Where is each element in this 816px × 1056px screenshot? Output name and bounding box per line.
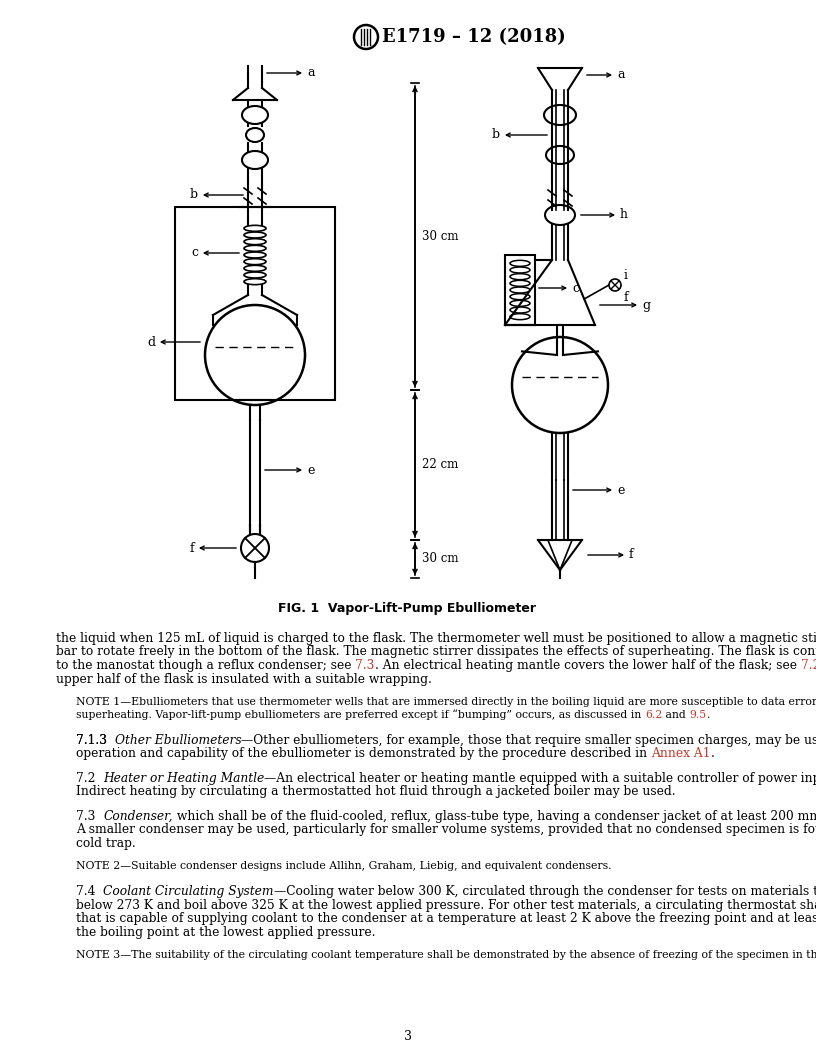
Text: NOTE 2—Suitable condenser designs include Allihn, Graham, Liebig, and equivalent: NOTE 2—Suitable condenser designs includ… [76, 861, 611, 871]
Text: FIG. 1  Vapor-Lift-Pump Ebulliometer: FIG. 1 Vapor-Lift-Pump Ebulliometer [278, 602, 536, 615]
Text: f: f [629, 548, 634, 562]
Text: 7.1.3: 7.1.3 [76, 734, 115, 747]
Text: a: a [617, 69, 624, 81]
Text: to the manostat though a reflux condenser; see: to the manostat though a reflux condense… [56, 659, 356, 672]
Text: f: f [189, 542, 194, 554]
Bar [175, 207, 335, 400]
Text: d: d [147, 336, 155, 348]
Text: 7.2: 7.2 [76, 772, 104, 785]
Text: 9.5: 9.5 [690, 710, 707, 719]
Text: NOTE 1—Ebulliometers that use thermometer wells that are immersed directly in th: NOTE 1—Ebulliometers that use thermomete… [76, 697, 816, 706]
Text: 7.3: 7.3 [76, 810, 103, 823]
Text: which shall be of the fluid-cooled, reflux, glass-tube type, having a condenser : which shall be of the fluid-cooled, refl… [173, 810, 816, 823]
Text: Other Ebulliometers: Other Ebulliometers [115, 734, 242, 747]
Text: f: f [624, 291, 628, 304]
Text: upper half of the flask is insulated with a suitable wrapping.: upper half of the flask is insulated wit… [56, 673, 432, 685]
Text: 3: 3 [404, 1030, 412, 1043]
Text: 7.2: 7.2 [76, 772, 104, 785]
Text: NOTE 3—The suitability of the circulating coolant temperature shall be demonstra: NOTE 3—The suitability of the circulatin… [76, 950, 816, 960]
Text: cold trap.: cold trap. [76, 836, 135, 849]
Text: bar to rotate freely in the bottom of the flask. The magnetic stirrer dissipates: bar to rotate freely in the bottom of th… [56, 645, 816, 659]
Bar [505, 254, 535, 325]
Text: below 273 K and boil above 325 K at the lowest applied pressure. For other test : below 273 K and boil above 325 K at the … [76, 899, 816, 911]
Text: g: g [642, 299, 650, 312]
Text: E1719 – 12 (2018): E1719 – 12 (2018) [382, 29, 565, 46]
Text: Annex A1: Annex A1 [651, 748, 711, 760]
Text: —An electrical heater or heating mantle equipped with a suitable controller of p: —An electrical heater or heating mantle … [264, 772, 816, 785]
Text: Condenser,: Condenser, [103, 810, 173, 823]
Text: 7.1.3: 7.1.3 [76, 734, 115, 747]
Text: —Other ebulliometers, for example, those that require smaller specimen charges, : —Other ebulliometers, for example, those… [242, 734, 816, 747]
Text: b: b [190, 189, 198, 202]
Text: 30 cm: 30 cm [422, 552, 459, 566]
Text: operation and capability of the ebulliometer is demonstrated by the procedure de: operation and capability of the ebulliom… [76, 748, 651, 760]
Text: .: . [711, 748, 714, 760]
Text: 22 cm: 22 cm [422, 458, 459, 471]
Text: the boiling point at the lowest applied pressure.: the boiling point at the lowest applied … [76, 926, 375, 939]
Text: 7.4: 7.4 [76, 885, 104, 898]
Text: —Cooling water below 300 K, circulated through the condenser for tests on materi: —Cooling water below 300 K, circulated t… [273, 885, 816, 898]
Text: 6.2: 6.2 [645, 710, 662, 719]
Text: Heater or Heating Mantle: Heater or Heating Mantle [104, 772, 264, 785]
Text: 30 cm: 30 cm [422, 230, 459, 243]
Text: that is capable of supplying coolant to the condenser at a temperature at least : that is capable of supplying coolant to … [76, 912, 816, 925]
Text: and: and [662, 710, 690, 719]
Text: 7.3: 7.3 [356, 659, 375, 672]
Text: superheating. Vapor-lift-pump ebulliometers are preferred except if “bumping” oc: superheating. Vapor-lift-pump ebulliomet… [76, 710, 645, 720]
Text: .: . [707, 710, 710, 719]
Text: 7.2: 7.2 [800, 659, 816, 672]
Text: 7.4: 7.4 [76, 885, 104, 898]
Text: the liquid when 125 mL of liquid is charged to the flask. The thermometer well m: the liquid when 125 mL of liquid is char… [56, 631, 816, 645]
Text: c: c [572, 282, 579, 295]
Text: c: c [191, 246, 198, 260]
Text: Annex A1: Annex A1 [651, 748, 711, 760]
Text: h: h [620, 208, 628, 222]
Text: A smaller condenser may be used, particularly for smaller volume systems, provid: A smaller condenser may be used, particu… [76, 823, 816, 836]
Text: Other Ebulliometers: Other Ebulliometers [115, 734, 242, 747]
Text: e: e [617, 484, 624, 496]
Text: 7.1.3: 7.1.3 [76, 734, 115, 747]
Text: . An electrical heating mantle covers the lower half of the flask; see: . An electrical heating mantle covers th… [375, 659, 800, 672]
Text: 7.3: 7.3 [76, 810, 103, 823]
Text: Indirect heating by circulating a thermostatted hot fluid through a jacketed boi: Indirect heating by circulating a thermo… [76, 786, 676, 798]
Text: Coolant Circulating System: Coolant Circulating System [104, 885, 273, 898]
Text: e: e [307, 464, 314, 476]
Text: i: i [624, 269, 628, 282]
Text: a: a [307, 67, 314, 79]
Text: b: b [492, 129, 500, 142]
